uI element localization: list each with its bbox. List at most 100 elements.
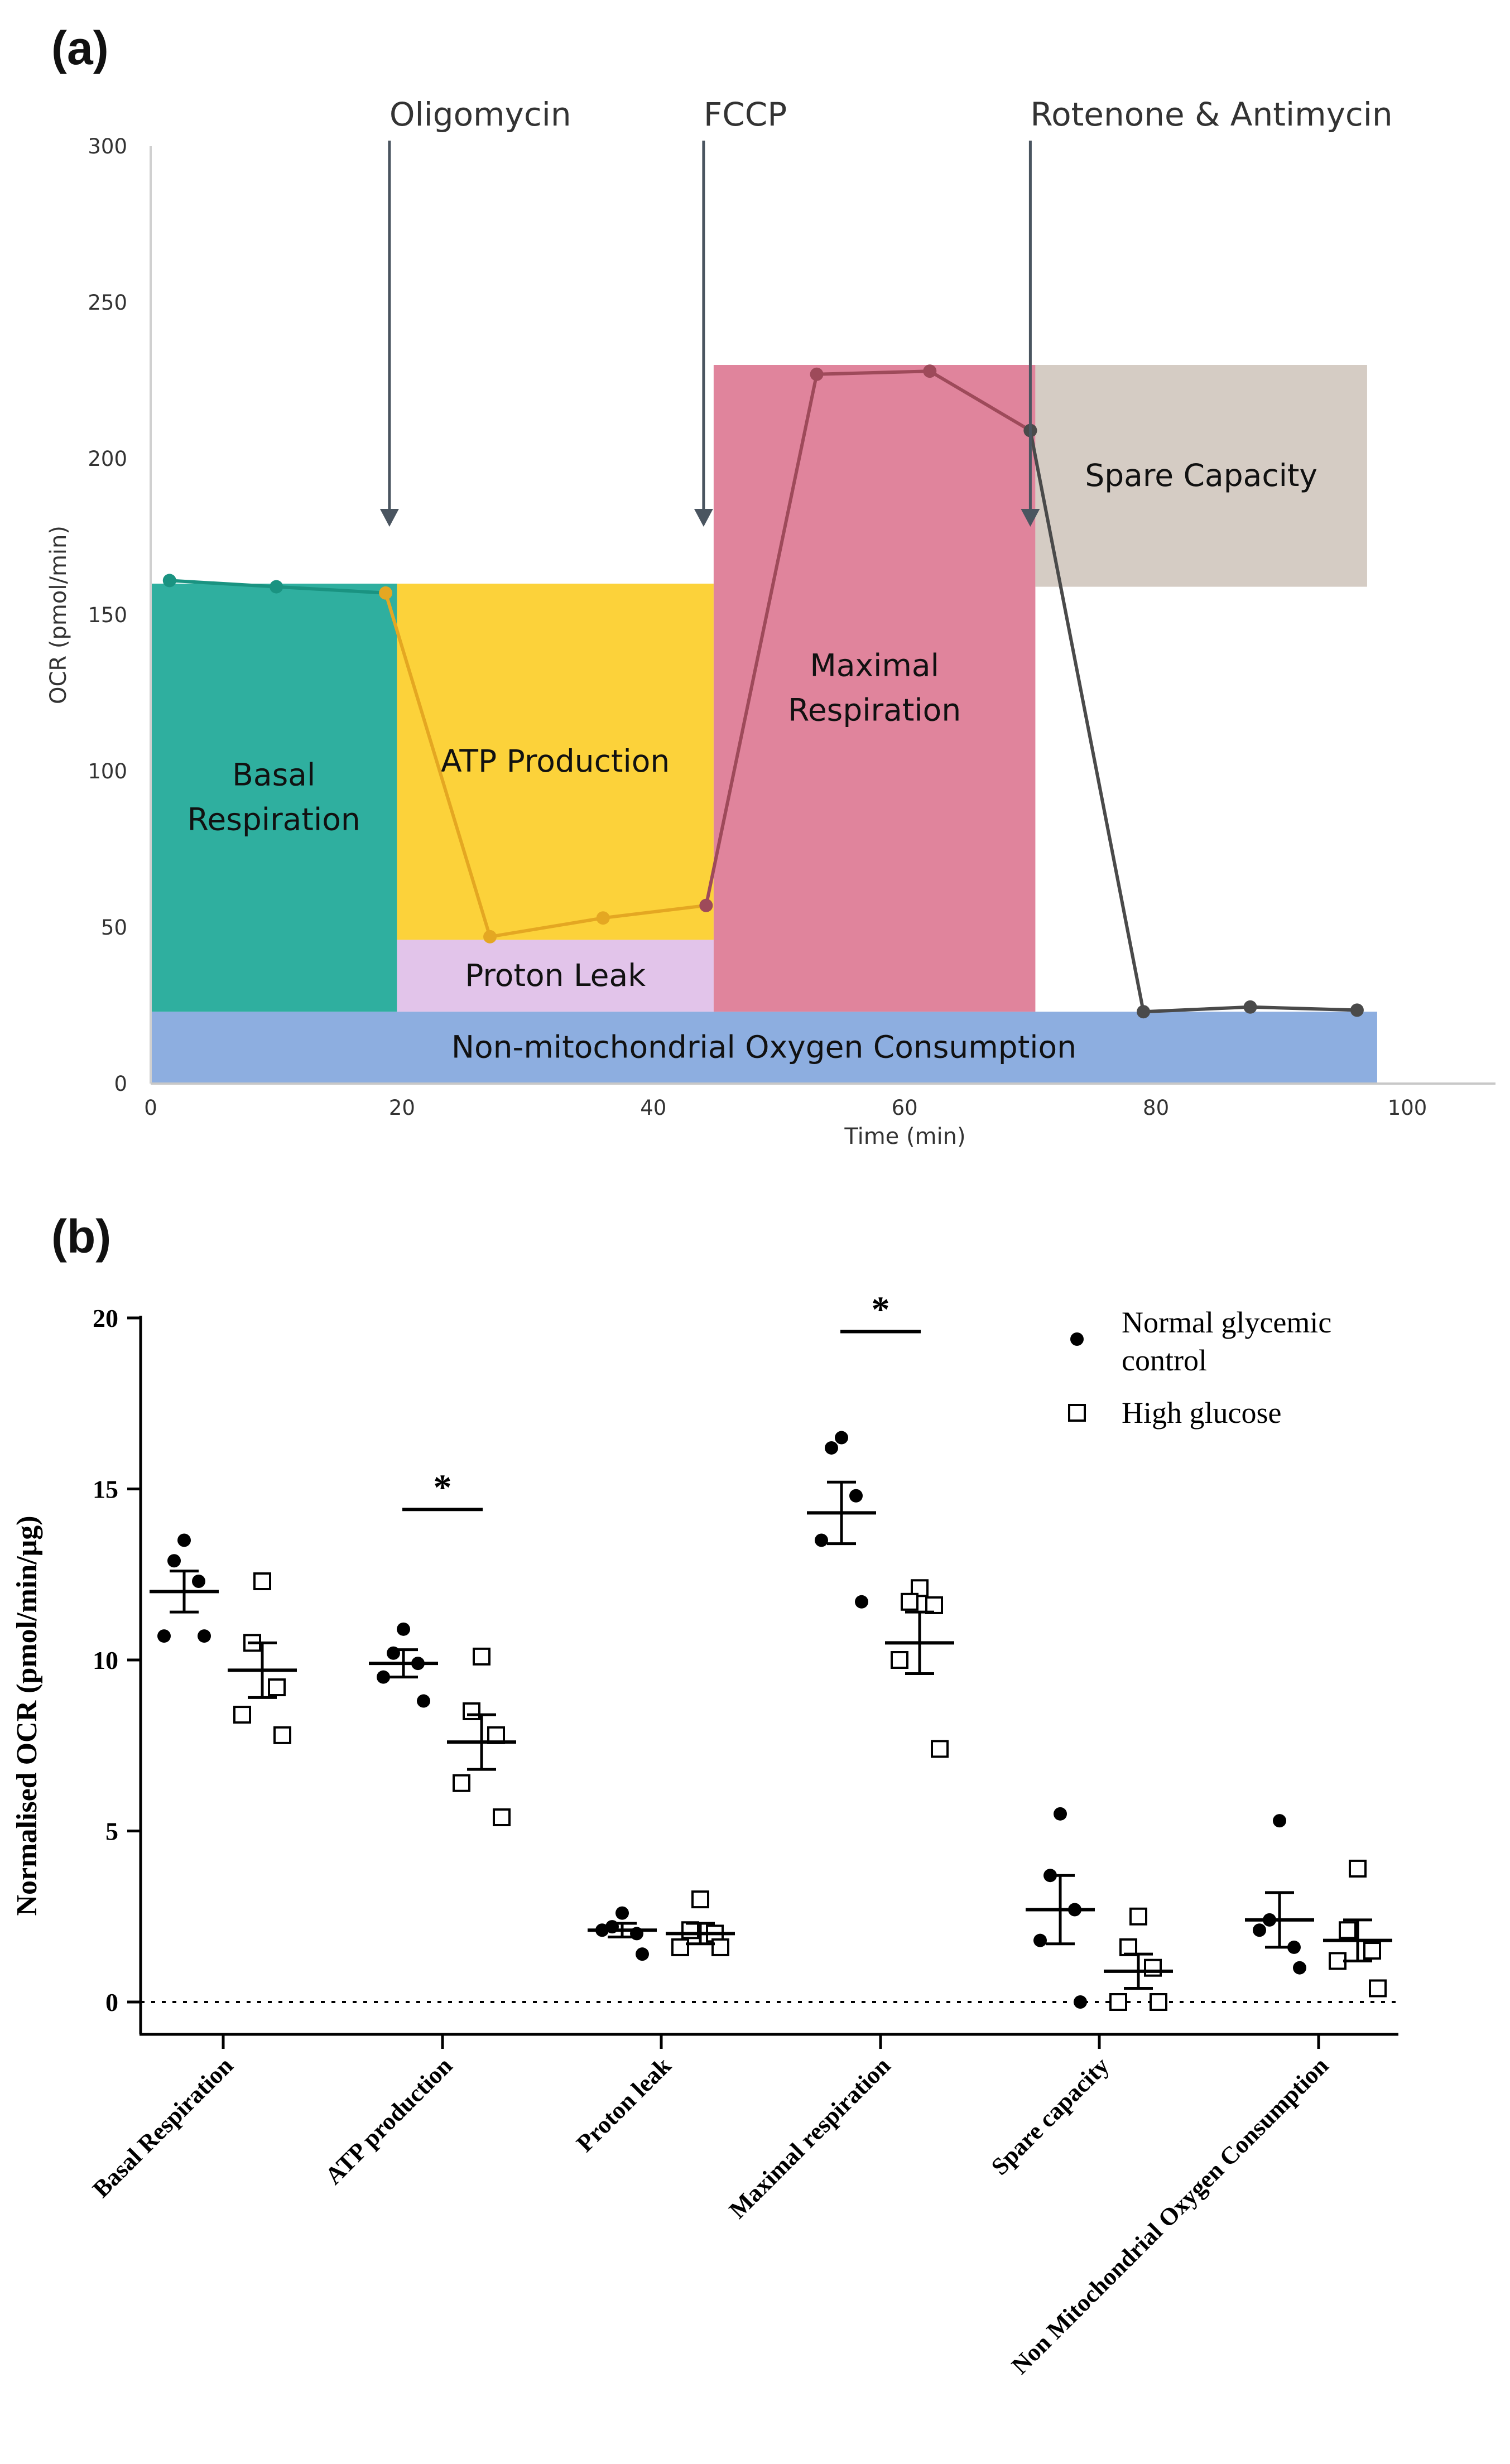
b-point-high-glucose-maximal-respiration-4 (931, 1740, 949, 1758)
b-point-normal-glycemic-control-basal-respiration-2 (192, 1575, 205, 1589)
b-point-high-glucose-non-mitochondrial-oxygen-consumption-2 (1363, 1942, 1381, 1960)
a-point-after-oligomycin-0 (379, 586, 393, 600)
b-point-high-glucose-maximal-respiration-3 (891, 1651, 908, 1669)
region-basal-respiration (151, 584, 397, 1012)
a-x-tick-60: 60 (892, 1096, 918, 1120)
b-point-high-glucose-non-mitochondrial-oxygen-consumption-3 (1329, 1952, 1347, 1970)
region-label-atp-production-0: ATP Production (441, 743, 670, 779)
a-point-after-rotenone-antimycin-2 (1243, 1000, 1257, 1014)
a-point-after-fccp-2 (923, 364, 937, 378)
b-point-high-glucose-spare-capacity-2 (1144, 1958, 1162, 1977)
region-label-maximal-respiration-1: Respiration (788, 692, 961, 728)
injection-arrowhead-fccp (694, 509, 713, 527)
a-point-after-rotenone-antimycin-1 (1137, 1005, 1151, 1019)
b-point-normal-glycemic-control-atp-production-4 (417, 1694, 430, 1708)
b-point-normal-glycemic-control-non-mitochondrial-oxygen-consumption-0 (1273, 1814, 1286, 1828)
panel-a-y-ticks: 0 50 100 150 200 250 300 (88, 134, 127, 1096)
b-point-high-glucose-atp-production-4 (493, 1808, 511, 1826)
b-y-tick-10: 10 (93, 1646, 118, 1674)
region-proton-leak (397, 940, 714, 1012)
injection-label-rotenone-antimycin: Rotenone & Antimycin (1030, 95, 1392, 133)
a-x-tick-40: 40 (640, 1096, 666, 1120)
injection-arrowhead-oligomycin (379, 509, 399, 527)
region-label-basal-respiration-0: Basal (232, 757, 315, 793)
a-x-tick-20: 20 (389, 1096, 415, 1120)
a-y-tick-0: 0 (114, 1072, 127, 1096)
panel-b-label: (b) (51, 1210, 111, 1263)
b-y-tick-15: 15 (93, 1475, 118, 1504)
b-point-normal-glycemic-control-atp-production-0 (397, 1622, 410, 1636)
a-y-tick-50: 50 (101, 916, 127, 940)
b-point-high-glucose-basal-respiration-0 (253, 1572, 271, 1591)
panel-a-region-labels: Basal Respiration ATP Production Proton Lea… (187, 458, 1317, 1065)
b-point-high-glucose-proton-leak-3 (671, 1938, 689, 1956)
b-point-normal-glycemic-control-maximal-respiration-1 (825, 1441, 838, 1455)
region-label-basal-respiration-1: Respiration (187, 802, 360, 838)
a-x-tick-0: 0 (144, 1096, 157, 1120)
b-point-normal-glycemic-control-spare-capacity-4 (1074, 1995, 1087, 2009)
region-non-mitochondrial-oxygen-consumption (151, 1012, 1377, 1084)
legend-label-normal-line1: Normal glycemic (1122, 1306, 1331, 1339)
b-point-normal-glycemic-control-maximal-respiration-3 (815, 1533, 828, 1547)
b-point-high-glucose-spare-capacity-1 (1119, 1938, 1137, 1956)
panel-a-y-label: OCR (pmol/min) (46, 526, 71, 704)
panel-a-axes (150, 146, 1495, 1085)
b-point-high-glucose-maximal-respiration-2 (925, 1596, 943, 1614)
b-point-high-glucose-maximal-respiration-0 (911, 1579, 929, 1597)
panel-b-y-label: Normalised OCR (pmol/min/μg) (11, 1515, 43, 1916)
b-point-normal-glycemic-control-non-mitochondrial-oxygen-consumption-4 (1293, 1961, 1306, 1975)
a-y-tick-100: 100 (88, 759, 127, 783)
a-point-basal-0 (162, 574, 176, 588)
b-point-high-glucose-basal-respiration-2 (268, 1678, 286, 1697)
injection-label-oligomycin: Oligomycin (389, 95, 571, 133)
b-point-high-glucose-basal-respiration-4 (273, 1726, 291, 1744)
b-y-tick-5: 5 (105, 1817, 118, 1846)
region-spare-capacity (1035, 365, 1367, 587)
b-point-normal-glycemic-control-spare-capacity-3 (1033, 1933, 1047, 1947)
b-point-normal-glycemic-control-proton-leak-4 (636, 1947, 649, 1961)
b-point-high-glucose-proton-leak-0 (691, 1890, 709, 1909)
b-sig-star-atp-production: * (434, 1467, 452, 1508)
a-line-after-fccp (704, 369, 1031, 906)
b-point-normal-glycemic-control-atp-production-3 (377, 1670, 390, 1684)
panel-a-regions (151, 365, 1377, 1084)
legend-label-high-glucose: High glucose (1122, 1396, 1281, 1430)
injection-label-fccp: FCCP (704, 95, 787, 133)
panel-b-error-bars (150, 1480, 1392, 1990)
b-point-high-glucose-non-mitochondrial-oxygen-consumption-1 (1339, 1921, 1357, 1940)
a-point-after-oligomycin-1 (483, 930, 497, 944)
b-y-tick-20: 20 (93, 1304, 118, 1332)
legend-marker-high-glucose (1068, 1404, 1086, 1422)
panel-a-injections: Oligomycin FCCP Rotenone & Antimycin (379, 95, 1393, 527)
panel-b-significance: ** (402, 1289, 921, 1512)
panel-a-x-label: Time (min) (844, 1124, 965, 1149)
panel-b-legend: Normal glycemic control High glucose (1068, 1306, 1331, 1430)
panel-a-label: (a) (51, 22, 109, 74)
b-point-normal-glycemic-control-maximal-respiration-4 (855, 1595, 868, 1609)
b-point-normal-glycemic-control-basal-respiration-4 (198, 1629, 211, 1643)
region-label-proton-leak-0: Proton Leak (465, 957, 646, 993)
b-point-high-glucose-basal-respiration-3 (233, 1706, 251, 1724)
region-label-spare-capacity-0: Spare Capacity (1085, 458, 1317, 493)
a-x-tick-80: 80 (1143, 1096, 1169, 1120)
region-atp-production (397, 584, 714, 940)
panel-a-x-ticks: 0 20 40 60 80 100 (144, 1096, 1427, 1120)
a-x-tick-100: 100 (1388, 1096, 1427, 1120)
b-point-high-glucose-spare-capacity-0 (1129, 1907, 1147, 1926)
panel-b-axes (139, 1316, 1398, 2036)
b-y-tick-0: 0 (105, 1988, 118, 2017)
b-point-high-glucose-non-mitochondrial-oxygen-consumption-4 (1369, 1979, 1387, 1998)
a-point-after-rotenone-antimycin-3 (1350, 1003, 1364, 1017)
b-sig-star-maximal-respiration: * (872, 1289, 890, 1330)
b-point-high-glucose-non-mitochondrial-oxygen-consumption-0 (1349, 1859, 1367, 1878)
a-point-after-fccp-1 (810, 367, 824, 381)
panel-b-y-ticks: 0 5 10 15 20 (93, 1304, 141, 2017)
b-point-high-glucose-maximal-respiration-1 (901, 1592, 918, 1611)
injection-arrowhead-rotenone-antimycin (1021, 509, 1040, 527)
a-line-after-oligomycin (384, 592, 706, 939)
a-y-tick-200: 200 (88, 447, 127, 471)
a-line-after-rotenone-antimycin (1028, 430, 1358, 1014)
b-point-normal-glycemic-control-basal-respiration-3 (157, 1629, 171, 1643)
b-point-high-glucose-atp-production-3 (453, 1774, 470, 1792)
